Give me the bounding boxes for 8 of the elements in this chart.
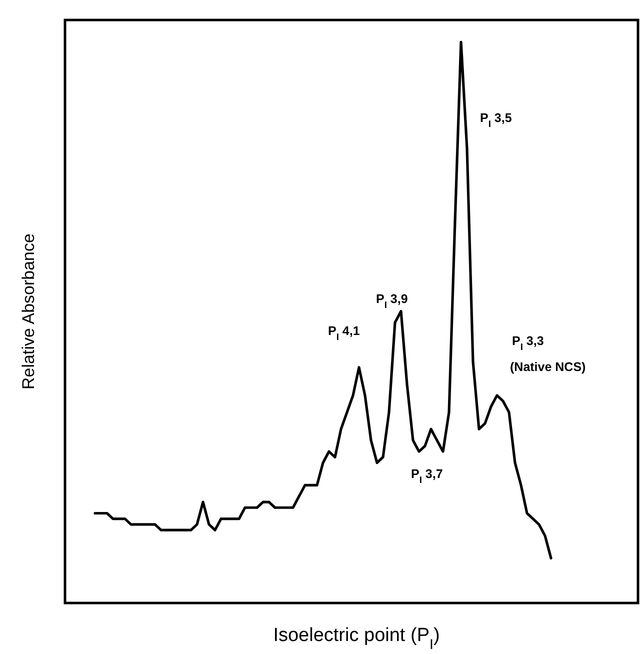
annotation: (Native NCS) (510, 360, 586, 374)
annotation: P$_{I}$ 4,1 (328, 324, 360, 342)
y-axis-title: Relative Absorbance (19, 234, 38, 390)
annotation: P$_{I}$ 3,7 (411, 467, 443, 485)
annotation: P$_{I}$ 3,3 (512, 334, 544, 352)
annotation: P$_{I}$ 3,5 (480, 111, 512, 129)
annotation: P$_{I}$ 3,9 (376, 292, 408, 310)
x-axis-title: Isoelectric point (P$_{I}$) (273, 625, 440, 653)
